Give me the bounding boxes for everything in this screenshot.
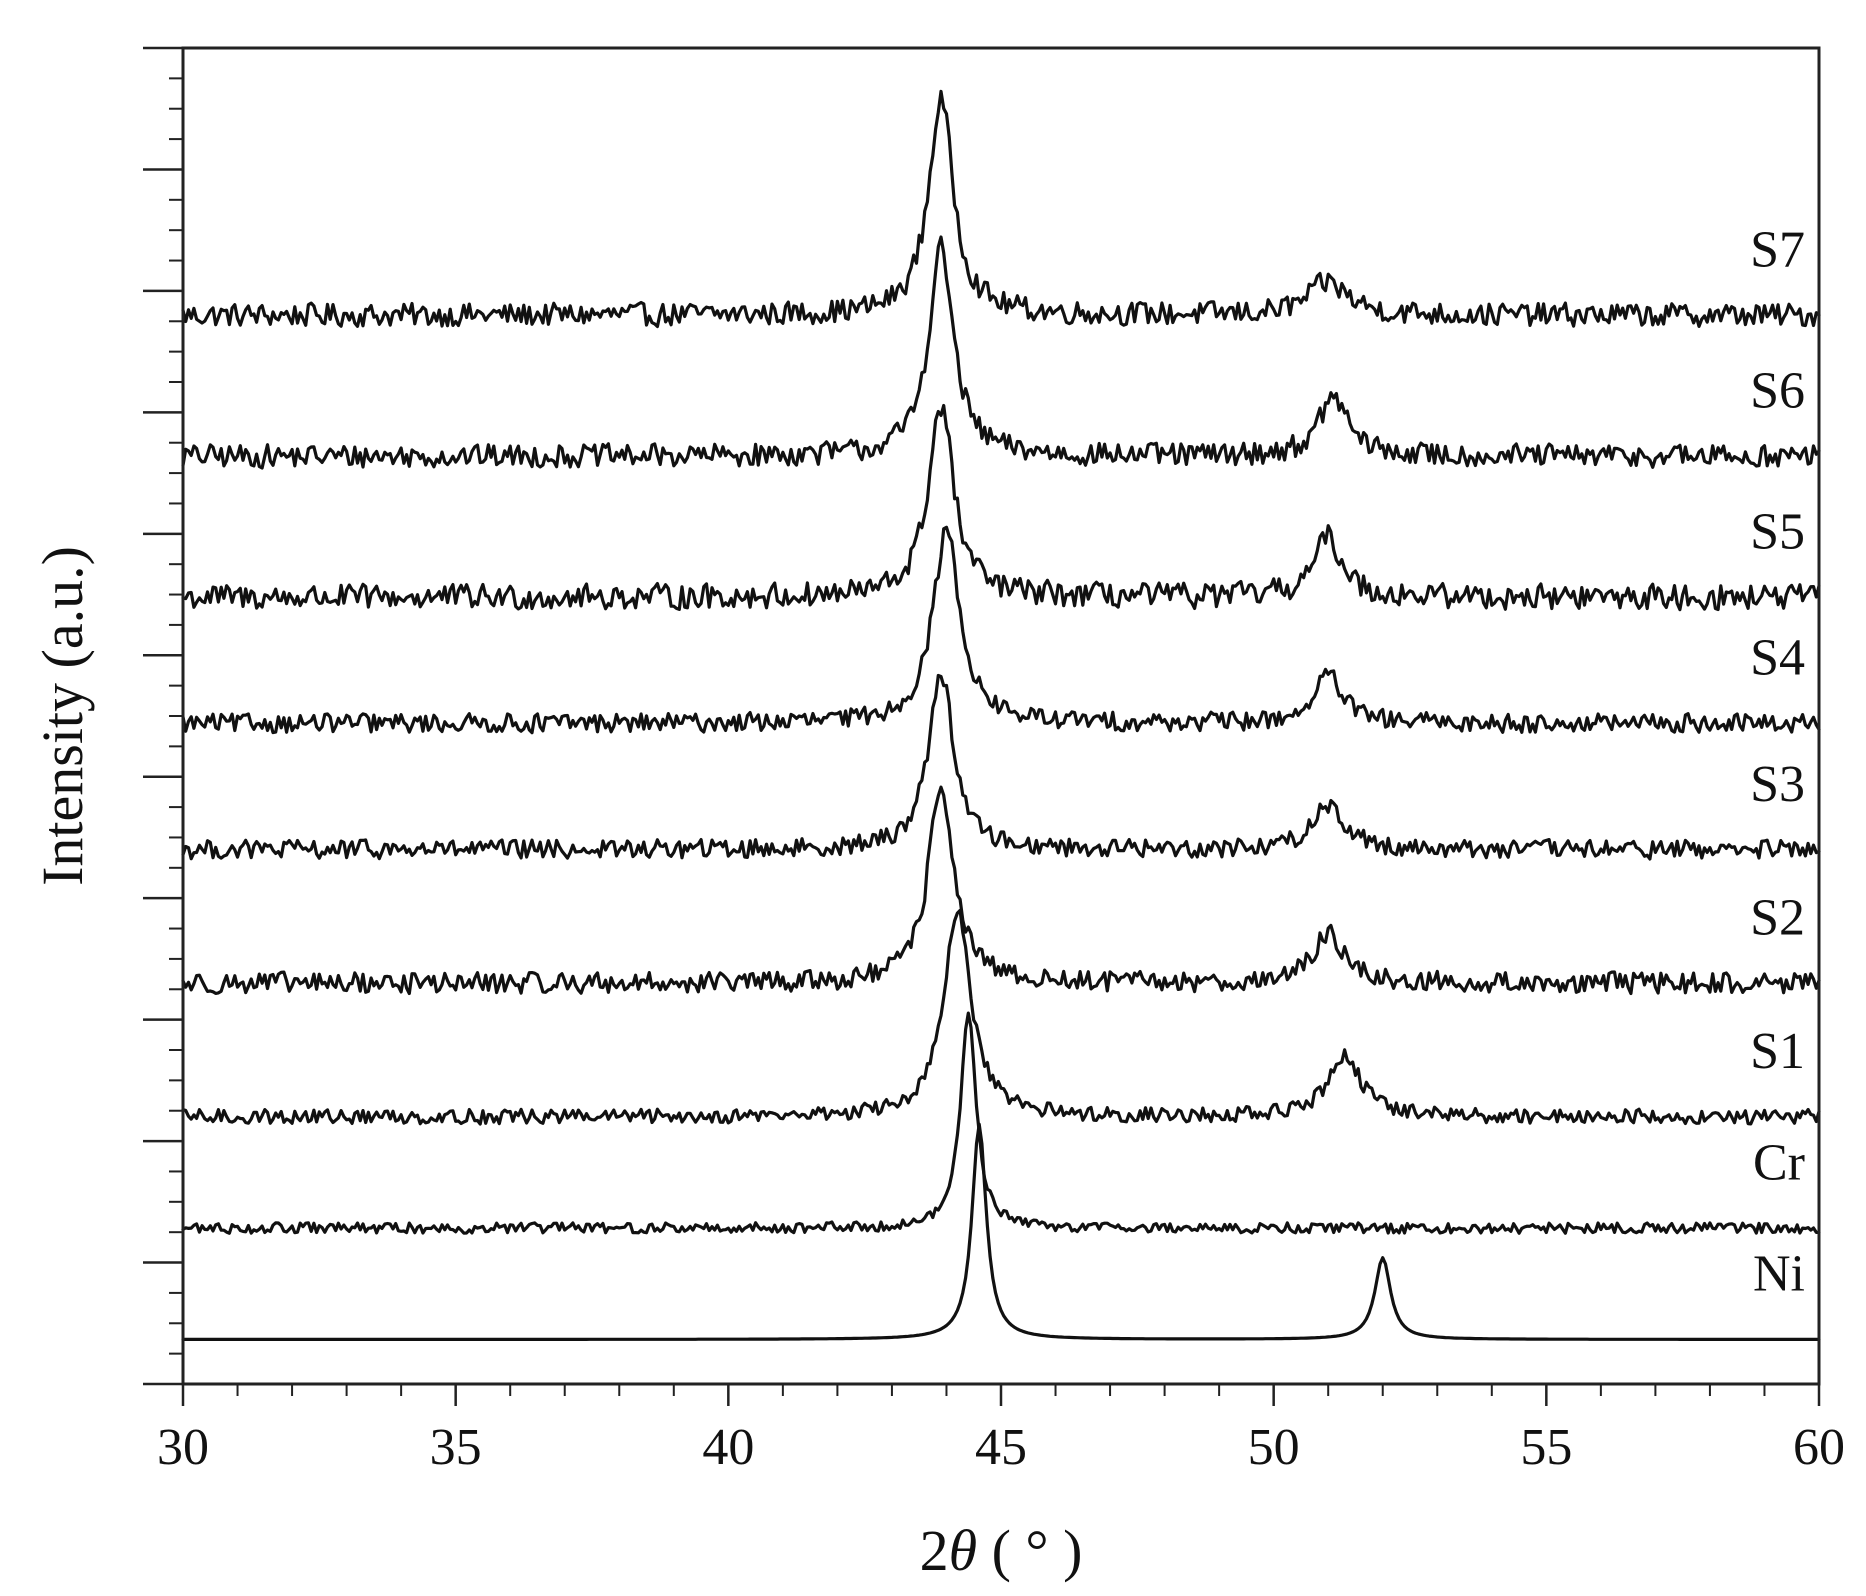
series-traces [181, 89, 1821, 1341]
axis-ticks: 30 35 40 45 50 55 60 [143, 46, 1845, 1476]
series-label-s5: S5 [1750, 503, 1805, 560]
plot-frame [181, 46, 1821, 1386]
x-tick-label: 50 [1248, 1419, 1300, 1476]
series-label-s4: S4 [1750, 630, 1805, 687]
x-tick-label: 55 [1520, 1419, 1572, 1476]
x-axis-label: 2θ ( ° ) [920, 1518, 1083, 1583]
series-line-s3 [181, 673, 1821, 861]
x-tick-label: 40 [702, 1419, 754, 1476]
series-line-s1 [181, 908, 1821, 1126]
series-line-s5 [181, 403, 1821, 612]
x-tick-label: 45 [975, 1419, 1027, 1476]
series-label-s6: S6 [1750, 362, 1805, 419]
x-tick-label: 60 [1793, 1419, 1845, 1476]
series-label-ni: Ni [1753, 1246, 1805, 1303]
series-line-s7 [181, 89, 1821, 329]
series-line-s4 [181, 525, 1821, 735]
series-label-s7: S7 [1750, 221, 1805, 278]
x-tick-label: 30 [157, 1419, 209, 1476]
series-line-s2 [181, 785, 1821, 996]
y-axis-label: Intensity (a.u.) [30, 546, 95, 886]
series-line-s6 [181, 235, 1821, 470]
series-label-s3: S3 [1750, 756, 1805, 813]
series-line-cr [181, 1011, 1821, 1235]
series-line-ni [181, 1122, 1821, 1341]
series-label-s2: S2 [1750, 889, 1805, 946]
series-label-cr: Cr [1753, 1134, 1805, 1191]
x-tick-label: 35 [430, 1419, 482, 1476]
series-labels: S7 S6 S5 S4 S3 S2 S1 Cr Ni [1750, 221, 1805, 1302]
series-label-s1: S1 [1750, 1023, 1805, 1080]
